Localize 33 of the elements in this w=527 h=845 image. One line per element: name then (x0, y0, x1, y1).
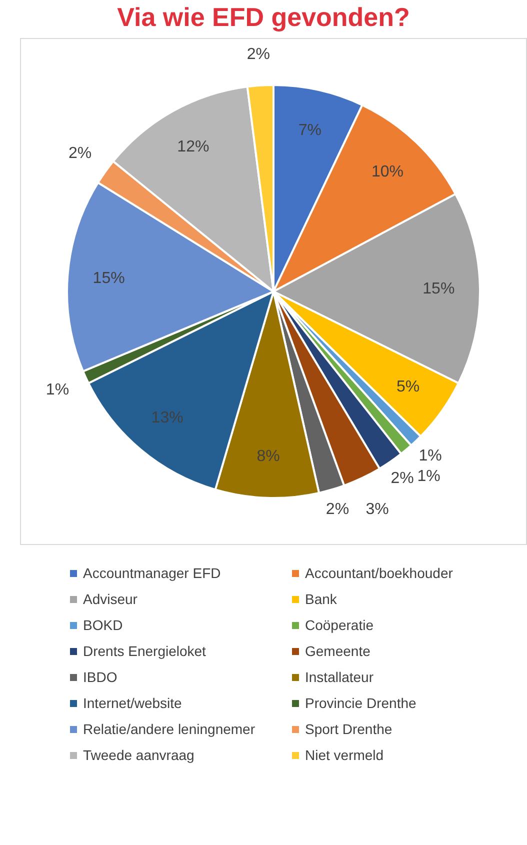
legend-label: Accountmanager EFD (83, 565, 221, 581)
legend-label: Adviseur (83, 591, 138, 607)
data-label: 3% (366, 501, 389, 518)
legend-label: Gemeente (305, 643, 370, 659)
legend-label: Drents Energieloket (83, 643, 206, 659)
legend-label: Installateur (305, 669, 374, 685)
legend-label: Niet vermeld (305, 747, 384, 763)
data-label: 10% (371, 163, 404, 180)
legend-label: Internet/website (83, 695, 182, 711)
legend-label: BOKD (83, 617, 123, 633)
data-label: 15% (92, 270, 125, 287)
data-label: 2% (246, 46, 270, 63)
chart-title: Via wie EFD gevonden? (116, 1, 411, 34)
data-label: 1% (418, 447, 442, 464)
legend-label: Bank (305, 591, 337, 607)
legend-label: Accountant/boekhouder (305, 565, 453, 581)
data-label: 2% (68, 145, 92, 162)
data-label: 1% (417, 468, 440, 485)
legend-label: Relatie/andere leningnemer (83, 721, 255, 737)
data-label: 13% (151, 409, 184, 426)
data-label: 15% (422, 280, 455, 298)
legend-label: Sport Drenthe (305, 721, 392, 737)
legend-label: Coöperatie (305, 617, 374, 633)
legend-label: Provincie Drenthe (305, 695, 416, 711)
data-label: 8% (256, 448, 280, 466)
data-label: 1% (46, 382, 70, 399)
data-label: 7% (298, 122, 322, 139)
data-label: 2% (326, 500, 350, 518)
data-label: 5% (396, 378, 420, 396)
data-label: 2% (390, 470, 414, 488)
legend-label: IBDO (83, 669, 118, 685)
legend-label: Tweede aanvraag (83, 747, 194, 763)
data-label: 12% (177, 138, 210, 156)
